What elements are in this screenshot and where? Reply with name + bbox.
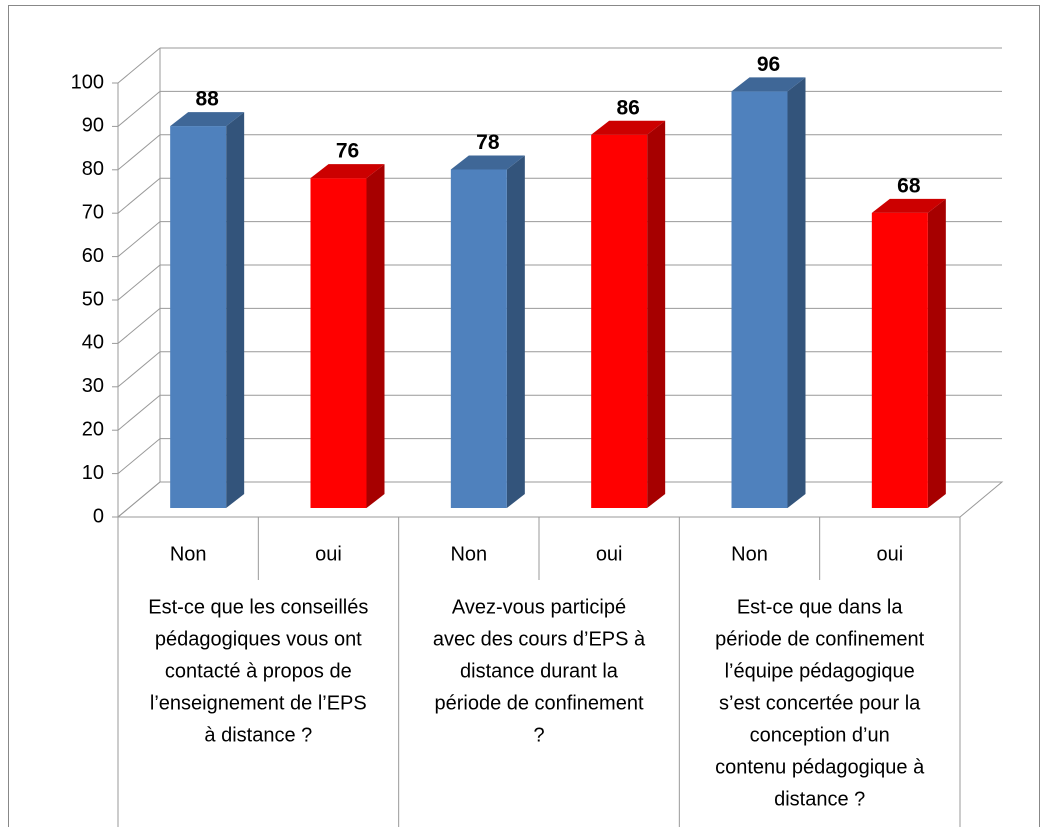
- floor: [116, 481, 1004, 518]
- group-label: contacté à propos de: [165, 660, 352, 682]
- group-label: s’est concertée pour la: [719, 692, 921, 714]
- y-tick-label: 60: [82, 245, 104, 267]
- y-tick-label: 0: [93, 505, 104, 527]
- group-label: période de confinement: [434, 692, 643, 714]
- value-label: 78: [476, 131, 500, 154]
- group-label: Est-ce que dans la: [737, 596, 904, 618]
- bar: [871, 212, 928, 508]
- bar-side: [226, 112, 245, 508]
- x-tick-label: Non: [170, 543, 207, 565]
- group-label: l’équipe pédagogique: [725, 660, 915, 682]
- bar: [591, 134, 648, 508]
- grid-line: [117, 351, 161, 388]
- group-label: l’enseignement de l’EPS: [150, 692, 367, 714]
- bar: [731, 91, 788, 509]
- x-tick-label: Non: [731, 543, 768, 565]
- frame: [8, 5, 1040, 827]
- y-tick-label: 100: [71, 71, 104, 93]
- grid-line: [117, 47, 161, 84]
- bar-top: [450, 155, 525, 170]
- group-label: conception d’un: [750, 724, 890, 746]
- bar-side: [927, 198, 946, 508]
- y-tick-label: 70: [82, 201, 104, 223]
- y-tick-label: 50: [82, 288, 104, 310]
- bar-top: [591, 120, 666, 135]
- y-tick-label: 90: [82, 115, 104, 137]
- group-label: période de confinement: [715, 628, 924, 650]
- grid-line: [117, 438, 161, 474]
- bar: [450, 169, 507, 509]
- bar-top: [731, 77, 806, 92]
- bar-top: [170, 112, 245, 127]
- group-label: distance ?: [774, 788, 865, 810]
- group-label: distance durant la: [460, 660, 619, 682]
- bar-top: [310, 164, 385, 179]
- x-tick-label: oui: [596, 543, 623, 565]
- bar-top: [871, 198, 946, 213]
- y-tick-label: 30: [82, 375, 104, 397]
- bar: [310, 178, 367, 508]
- bar-side: [366, 164, 385, 508]
- value-label: 86: [616, 96, 639, 119]
- y-tick-label: 40: [82, 332, 104, 354]
- y-tick-label: 10: [82, 462, 104, 484]
- group-label: à distance ?: [204, 724, 312, 746]
- grid-line: [117, 394, 161, 431]
- y-tick-label: 80: [82, 158, 104, 180]
- grid-line: [117, 481, 161, 518]
- group-label: Avez-vous participé: [452, 596, 626, 618]
- grid-line: [117, 308, 161, 344]
- grid-line: [117, 264, 161, 301]
- group-label: contenu pédagogique à: [715, 756, 925, 778]
- x-tick-label: Non: [450, 543, 487, 565]
- x-tick-label: oui: [876, 543, 903, 565]
- value-label: 68: [897, 174, 921, 197]
- value-label: 96: [757, 53, 780, 76]
- grid-line: [117, 177, 161, 214]
- grid-line: [117, 134, 161, 171]
- bar-side: [787, 77, 806, 509]
- y-tick-label: 20: [82, 418, 104, 440]
- group-label: Est-ce que les conseillés: [148, 596, 368, 618]
- grid-line: [117, 221, 161, 257]
- group-label: ?: [533, 724, 544, 746]
- value-label: 76: [336, 140, 359, 163]
- x-tick-label: oui: [315, 543, 342, 565]
- group-label: pédagogiques vous ont: [155, 628, 362, 650]
- value-label: 88: [195, 88, 219, 111]
- group-label: avec des cours d’EPS à: [433, 628, 646, 650]
- bar-side: [647, 120, 666, 508]
- bar-side: [506, 155, 525, 509]
- bar: [170, 126, 227, 508]
- grid-line: [117, 91, 161, 127]
